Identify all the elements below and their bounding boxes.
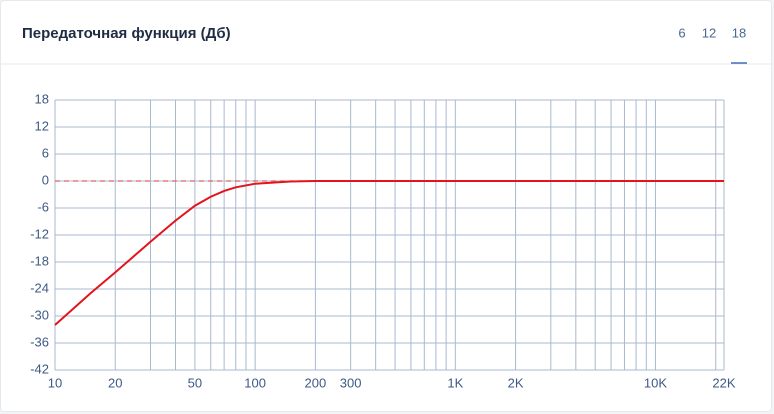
y-tick-label: 0	[42, 172, 49, 187]
x-tick-label: 10	[48, 375, 62, 390]
x-tick-label: 22K	[712, 375, 735, 390]
x-tick-label: 300	[340, 375, 362, 390]
tab[interactable]: 12	[702, 25, 716, 40]
y-tick-label: 6	[42, 145, 49, 160]
y-tick-label: -18	[30, 253, 49, 268]
y-tick-label: -6	[37, 199, 49, 214]
x-tick-label: 20	[108, 375, 122, 390]
x-tick-label: 50	[188, 375, 202, 390]
x-tick-label: 200	[305, 375, 327, 390]
card-title: Передаточная функция (Дб)	[22, 25, 231, 42]
x-tick-label: 1K	[447, 375, 463, 390]
line	[54, 180, 724, 326]
x-tick-label: 10K	[644, 375, 667, 390]
y-tick-label: 12	[35, 118, 49, 133]
tab[interactable]: 6	[678, 25, 685, 40]
y-tick-label: -30	[30, 307, 49, 322]
x-tick-label: 2K	[508, 375, 524, 390]
y-tick-label: 18	[35, 91, 49, 106]
x-tick-label: 100	[244, 375, 266, 390]
y-tick-label: -12	[30, 226, 49, 241]
y-tick-label: -24	[30, 280, 49, 295]
y-tick-label: -36	[30, 334, 49, 349]
tab[interactable]: 18	[732, 25, 746, 40]
y-tick-label: -42	[30, 361, 49, 376]
